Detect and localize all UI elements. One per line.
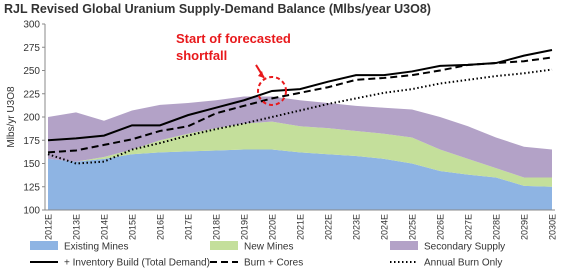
annotation-text: shortfall: [176, 48, 227, 63]
legend-swatch: [210, 241, 238, 250]
x-tick-label: 2012E: [44, 214, 54, 240]
chart-title: RJL Revised Global Uranium Supply-Demand…: [4, 2, 431, 16]
x-tick-label: 2021E: [296, 214, 306, 240]
area: [48, 96, 552, 178]
y-tick-label: 150: [23, 159, 40, 170]
x-tick-label: 2020E: [268, 214, 278, 240]
legend-swatch: [390, 241, 418, 250]
x-tick-label: 2018E: [212, 214, 222, 240]
legend-label: + Inventory Build (Total Demand): [64, 258, 210, 269]
x-tick-label: 2013E: [72, 214, 82, 240]
legend-label: New Mines: [244, 242, 293, 253]
x-tick-label: 2016E: [156, 214, 166, 240]
x-tick-label: 2024E: [380, 214, 390, 240]
x-tick-label: 2026E: [436, 214, 446, 240]
x-tick-label: 2028E: [492, 214, 502, 240]
y-tick-label: 225: [23, 89, 40, 100]
x-tick-label: 2027E: [464, 214, 474, 240]
legend-label: Existing Mines: [64, 242, 128, 253]
y-tick-label: 175: [23, 136, 40, 147]
legend-label: Secondary Supply: [424, 242, 505, 253]
legend-label: Burn + Cores: [244, 258, 303, 269]
y-tick-label: 125: [23, 182, 40, 193]
x-tick-label: 2014E: [100, 214, 110, 240]
line: [47, 68, 553, 165]
area: [48, 121, 552, 187]
x-tick-label: 2017E: [184, 214, 194, 240]
legend-label: Annual Burn Only: [424, 258, 502, 269]
y-axis-label: Mlbs/yr U3O8: [6, 86, 17, 148]
line: [47, 56, 553, 154]
x-tick-label: 2029E: [520, 214, 530, 240]
x-tick-label: 2022E: [324, 214, 334, 240]
annotation-circle: [257, 75, 287, 106]
y-tick-label: 275: [23, 43, 40, 54]
y-tick-label: 300: [23, 20, 40, 31]
annotation-text: Start of forecasted: [176, 31, 291, 46]
area: [48, 149, 552, 210]
y-tick-label: 200: [23, 113, 40, 124]
y-tick-label: 100: [23, 206, 40, 217]
y-tick-label: 250: [23, 66, 40, 77]
x-tick-label: 2030E: [548, 214, 558, 240]
annotation-arrowhead: [258, 70, 264, 78]
x-tick-label: 2025E: [408, 214, 418, 240]
x-tick-label: 2019E: [240, 214, 250, 240]
x-tick-label: 2015E: [128, 214, 138, 240]
x-tick-label: 2023E: [352, 214, 362, 240]
legend-swatch: [30, 241, 58, 250]
